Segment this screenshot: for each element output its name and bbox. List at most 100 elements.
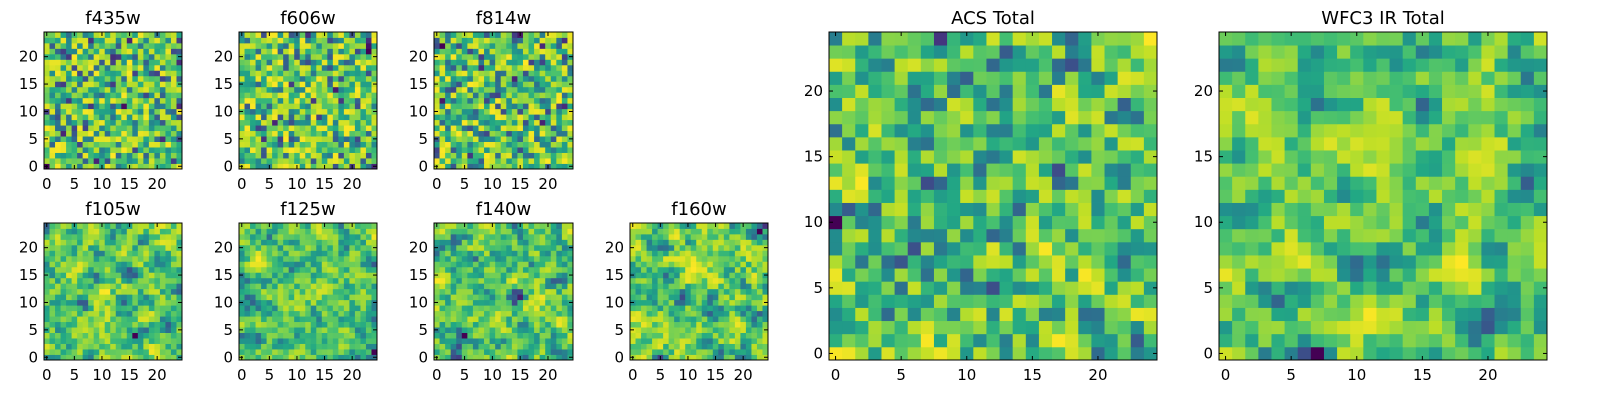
heatmap-cell <box>148 299 155 306</box>
heatmap-cell <box>1012 150 1027 164</box>
heatmap-cell <box>104 141 111 148</box>
heatmap-cell <box>561 250 568 257</box>
heatmap-cell <box>641 283 647 290</box>
heatmap-cell <box>467 283 474 290</box>
heatmap-cell <box>360 86 367 93</box>
heatmap-cell <box>316 97 323 104</box>
heatmap-cell <box>461 48 468 55</box>
heatmap-cell <box>299 288 306 295</box>
heatmap-cell <box>354 32 361 38</box>
heatmap-cell <box>82 64 89 71</box>
heatmap-cell <box>294 130 301 137</box>
heatmap-cell <box>261 332 267 339</box>
heatmap-cell <box>137 37 144 44</box>
heatmap-cell <box>266 294 273 301</box>
heatmap-cell <box>550 250 557 257</box>
heatmap-cell <box>1078 176 1092 190</box>
heatmap-cell <box>484 228 490 235</box>
heatmap-cell <box>729 327 736 333</box>
heatmap-cell <box>450 310 457 317</box>
heatmap-cell <box>104 223 111 229</box>
heatmap-cell <box>561 223 568 229</box>
heatmap-cell <box>71 310 78 317</box>
heatmap-cell <box>332 354 339 361</box>
heatmap-cell <box>272 92 279 99</box>
heatmap-cell <box>60 343 67 350</box>
heatmap-cell <box>154 37 161 44</box>
heatmap-cell <box>137 114 144 121</box>
heatmap-cell <box>712 239 719 246</box>
heatmap-cell <box>461 114 468 121</box>
heatmap-cell <box>148 244 155 251</box>
heatmap-cell <box>294 266 301 273</box>
heatmap-cell <box>685 239 692 246</box>
heatmap-cell <box>338 53 345 60</box>
heatmap-cell <box>696 349 703 355</box>
heatmap-cell <box>77 64 84 71</box>
heatmap-cell <box>255 141 262 148</box>
heatmap-cell <box>305 32 312 38</box>
heatmap-cell <box>360 255 367 262</box>
heatmap-cell <box>283 32 290 38</box>
heatmap-cell <box>690 288 697 295</box>
heatmap-cell <box>66 108 72 115</box>
heatmap-cell <box>723 316 730 323</box>
heatmap-cell <box>539 305 546 312</box>
heatmap-cell <box>71 158 78 164</box>
heatmap-cell <box>729 288 736 295</box>
heatmap-cell <box>461 81 468 88</box>
y-tick-label: 0 <box>418 157 428 175</box>
heatmap-cell <box>77 349 84 355</box>
heatmap-cell <box>489 114 496 121</box>
heatmap-cell <box>445 86 452 93</box>
heatmap-cell <box>239 338 245 344</box>
heatmap-cell <box>734 299 741 306</box>
heatmap-cell <box>371 92 378 99</box>
heatmap-cell <box>561 158 568 164</box>
heatmap-cell <box>528 92 535 99</box>
heatmap-cell <box>143 294 150 301</box>
heatmap-cell <box>77 310 84 317</box>
heatmap-cell <box>349 130 356 137</box>
heatmap-cell <box>170 125 177 132</box>
heatmap-cell <box>327 255 334 262</box>
heatmap-cell <box>332 70 339 77</box>
heatmap-cell <box>349 316 356 323</box>
heatmap-cell <box>299 64 306 71</box>
heatmap-cell <box>668 338 675 344</box>
heatmap-cell <box>327 103 334 110</box>
heatmap-cell <box>294 141 301 148</box>
heatmap-cell <box>506 147 513 153</box>
heatmap-cell <box>829 333 843 348</box>
heatmap-cell <box>461 130 468 137</box>
heatmap-cell <box>718 338 725 344</box>
heatmap-cell <box>920 281 935 295</box>
heatmap-cell <box>272 125 279 132</box>
heatmap-cell <box>60 305 67 312</box>
heatmap-cell <box>365 223 372 229</box>
heatmap-cell <box>556 158 563 164</box>
heatmap-cell <box>66 338 72 344</box>
heatmap-cell <box>316 158 323 164</box>
heatmap-cell <box>762 332 769 339</box>
heatmap-cell <box>272 119 279 126</box>
heatmap-cell <box>49 277 56 284</box>
heatmap-cell <box>283 354 290 361</box>
heatmap-cell <box>539 75 546 82</box>
heatmap-cell <box>332 130 339 137</box>
heatmap-cell <box>561 97 568 104</box>
heatmap-cell <box>305 53 312 60</box>
heatmap-cell <box>495 103 502 110</box>
heatmap-cell <box>316 250 323 257</box>
heatmap-cell <box>973 150 987 164</box>
heatmap-cell <box>321 255 328 262</box>
heatmap-cell <box>973 202 987 217</box>
heatmap-cell <box>261 349 267 355</box>
heatmap-cell <box>154 288 161 295</box>
heatmap-cell <box>674 332 681 339</box>
plot-frame <box>629 222 769 361</box>
heatmap-cell <box>288 338 295 344</box>
heatmap-cell <box>907 189 922 203</box>
heatmap-cell <box>316 125 323 132</box>
heatmap-cell <box>674 288 681 295</box>
